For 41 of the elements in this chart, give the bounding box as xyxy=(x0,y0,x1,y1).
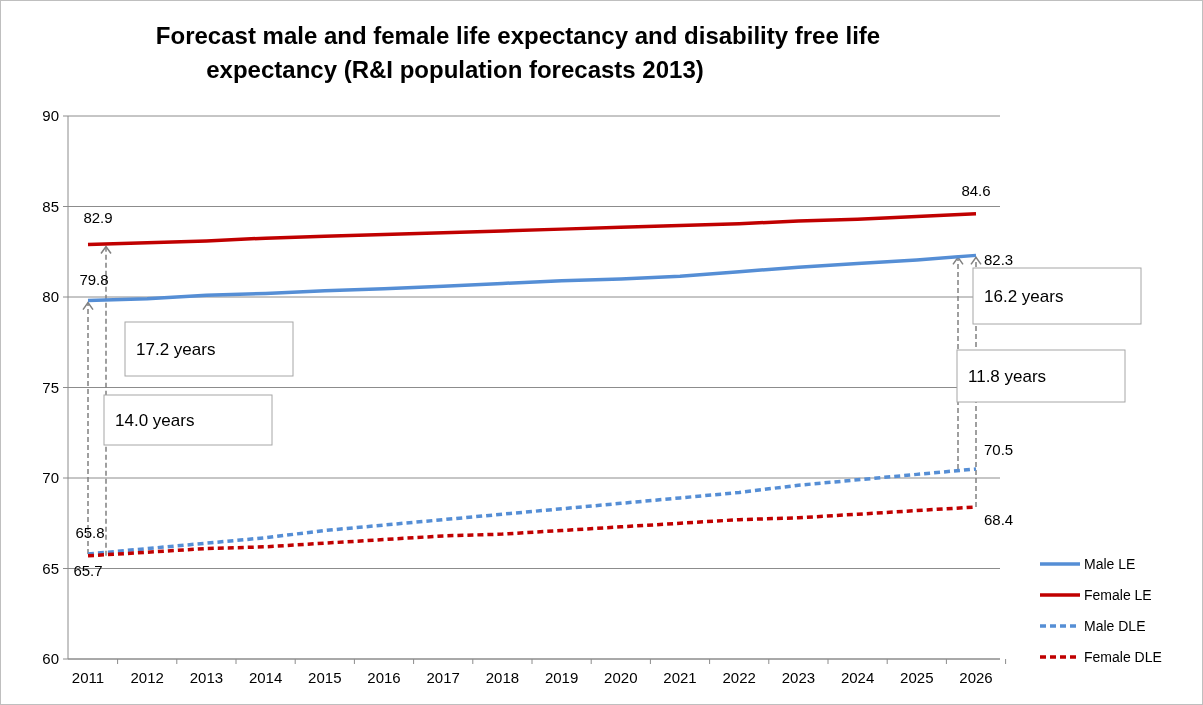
x-tick-label: 2021 xyxy=(663,669,697,686)
x-tick-label: 2014 xyxy=(248,669,283,686)
data-label: 65.7 xyxy=(73,561,103,579)
legend-label: Male LE xyxy=(1084,556,1136,572)
data-label: 82.9 xyxy=(83,208,113,226)
annotation: 14.0 years xyxy=(115,411,195,430)
y-tick-label: 60 xyxy=(42,650,59,667)
y-tick-label: 70 xyxy=(42,469,59,486)
x-tick-label: 2019 xyxy=(544,669,579,686)
legend-label: Female LE xyxy=(1084,587,1152,603)
chart-title: Forecast male and female life expectancy and disability free life expectancy (R&I population forecasts 2013) xyxy=(155,22,881,83)
x-tick-label: 2026 xyxy=(959,669,993,686)
x-tick-label: 2024 xyxy=(840,669,875,686)
x-tick-label: 2012 xyxy=(130,669,164,686)
legend-label: Female DLE xyxy=(1084,649,1162,665)
data-label: 70.5 xyxy=(984,440,1014,458)
x-tick-label: 2013 xyxy=(189,669,224,686)
x-tick-label: 2018 xyxy=(485,669,520,686)
legend-label: Male DLE xyxy=(1084,618,1146,634)
y-tick-label: 90 xyxy=(42,107,59,124)
x-tick-label: 2025 xyxy=(900,669,934,686)
annotation: 17.2 years xyxy=(136,340,216,359)
x-tick-label: 2015 xyxy=(308,669,342,686)
x-tick-label: 2017 xyxy=(426,669,460,686)
annotation: 11.8 years xyxy=(968,367,1047,386)
y-tick-label: 85 xyxy=(42,197,59,215)
data-label: 79.8 xyxy=(79,270,109,288)
data-label: 84.6 xyxy=(961,181,991,199)
line-series xyxy=(86,211,978,247)
data-label: 68.4 xyxy=(984,510,1014,528)
data-label: 65.8 xyxy=(75,524,105,542)
x-tick-label: 2023 xyxy=(781,669,816,686)
x-tick-label: 2016 xyxy=(367,669,401,686)
x-tick-label: 2011 xyxy=(71,669,105,686)
x-tick-label: 2020 xyxy=(604,669,638,686)
annotation: 16.2 years xyxy=(984,287,1064,306)
data-label: 82.3 xyxy=(984,251,1014,269)
y-tick-label: 75 xyxy=(42,378,59,396)
x-tick-label: 2022 xyxy=(722,669,756,686)
y-tick-label: 80 xyxy=(42,288,59,305)
y-tick-label: 65 xyxy=(42,559,59,577)
